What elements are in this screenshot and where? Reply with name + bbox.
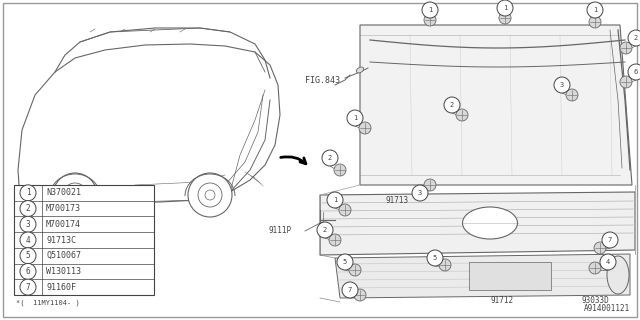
Circle shape xyxy=(589,16,601,28)
Circle shape xyxy=(620,42,632,54)
Circle shape xyxy=(354,289,366,301)
Ellipse shape xyxy=(607,256,629,294)
Circle shape xyxy=(620,76,632,88)
Circle shape xyxy=(20,216,36,232)
Ellipse shape xyxy=(356,67,364,73)
Text: 5: 5 xyxy=(26,251,30,260)
Text: A914001121: A914001121 xyxy=(584,304,630,313)
Circle shape xyxy=(317,222,333,238)
Text: 1: 1 xyxy=(353,115,357,121)
Text: 93033D: 93033D xyxy=(582,296,610,305)
Text: 2: 2 xyxy=(328,155,332,161)
Circle shape xyxy=(20,232,36,248)
Text: 3: 3 xyxy=(26,220,30,229)
Circle shape xyxy=(424,179,436,191)
Text: 5: 5 xyxy=(433,255,437,261)
Text: 7: 7 xyxy=(608,237,612,243)
Text: M700173: M700173 xyxy=(46,204,81,213)
Text: 91160F: 91160F xyxy=(46,283,76,292)
Text: 7: 7 xyxy=(348,287,352,293)
Polygon shape xyxy=(335,254,630,298)
Text: 2: 2 xyxy=(634,35,638,41)
Circle shape xyxy=(322,150,338,166)
Text: 7: 7 xyxy=(26,283,30,292)
Circle shape xyxy=(63,183,87,207)
Text: 91713: 91713 xyxy=(385,196,408,205)
Text: 2: 2 xyxy=(450,102,454,108)
Circle shape xyxy=(628,30,640,46)
Text: 1: 1 xyxy=(26,188,30,197)
Text: 5: 5 xyxy=(343,259,347,265)
Text: 6: 6 xyxy=(634,69,638,75)
Text: 1: 1 xyxy=(503,5,507,11)
Text: 3: 3 xyxy=(418,190,422,196)
Text: 91712: 91712 xyxy=(490,296,513,305)
Circle shape xyxy=(412,185,428,201)
Circle shape xyxy=(424,14,436,26)
Text: 2: 2 xyxy=(323,227,327,233)
Circle shape xyxy=(594,242,606,254)
Circle shape xyxy=(347,110,363,126)
Circle shape xyxy=(205,190,215,200)
Circle shape xyxy=(456,109,468,121)
Circle shape xyxy=(349,264,361,276)
Circle shape xyxy=(334,164,346,176)
Text: FIG.843: FIG.843 xyxy=(305,76,340,85)
Circle shape xyxy=(20,185,36,201)
Circle shape xyxy=(53,173,97,217)
Circle shape xyxy=(20,263,36,279)
Circle shape xyxy=(444,97,460,113)
Circle shape xyxy=(427,250,443,266)
Circle shape xyxy=(198,183,222,207)
Ellipse shape xyxy=(463,207,518,239)
Text: 4: 4 xyxy=(606,259,610,265)
Circle shape xyxy=(188,173,232,217)
Text: 1: 1 xyxy=(333,197,337,203)
Text: 1: 1 xyxy=(428,7,432,13)
Circle shape xyxy=(20,201,36,217)
Text: 6: 6 xyxy=(26,267,30,276)
Text: 9111P: 9111P xyxy=(268,226,291,235)
Circle shape xyxy=(339,204,351,216)
Text: 2: 2 xyxy=(26,204,30,213)
Circle shape xyxy=(497,0,513,16)
Circle shape xyxy=(20,279,36,295)
Circle shape xyxy=(628,64,640,80)
Text: 4: 4 xyxy=(26,236,30,244)
Circle shape xyxy=(589,262,601,274)
Text: 91713C: 91713C xyxy=(46,236,76,244)
Circle shape xyxy=(329,234,341,246)
Circle shape xyxy=(554,77,570,93)
Circle shape xyxy=(70,190,80,200)
Circle shape xyxy=(337,254,353,270)
Text: 3: 3 xyxy=(560,82,564,88)
FancyBboxPatch shape xyxy=(14,185,154,295)
Text: 1: 1 xyxy=(593,7,597,13)
Circle shape xyxy=(342,282,358,298)
Text: M700174: M700174 xyxy=(46,220,81,229)
Circle shape xyxy=(422,2,438,18)
Polygon shape xyxy=(360,25,632,185)
Text: *(  11MY1104- ): *( 11MY1104- ) xyxy=(16,300,80,307)
Circle shape xyxy=(327,192,343,208)
Circle shape xyxy=(566,89,578,101)
Text: W130113: W130113 xyxy=(46,267,81,276)
Circle shape xyxy=(359,122,371,134)
FancyBboxPatch shape xyxy=(469,262,551,290)
Circle shape xyxy=(600,254,616,270)
Circle shape xyxy=(20,248,36,264)
Circle shape xyxy=(602,232,618,248)
Circle shape xyxy=(587,2,603,18)
FancyBboxPatch shape xyxy=(3,3,637,317)
Text: N370021: N370021 xyxy=(46,188,81,197)
Text: Q510067: Q510067 xyxy=(46,251,81,260)
Polygon shape xyxy=(320,192,635,255)
Circle shape xyxy=(439,259,451,271)
Circle shape xyxy=(499,12,511,24)
